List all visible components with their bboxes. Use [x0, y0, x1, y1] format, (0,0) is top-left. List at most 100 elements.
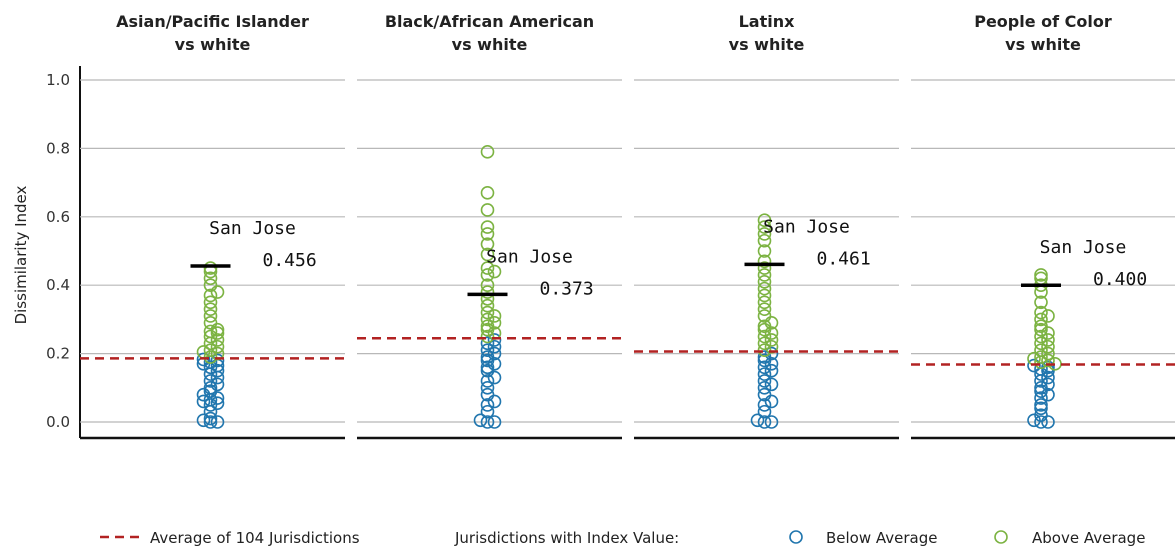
- data-point: [757, 213, 772, 228]
- data-point: [757, 374, 772, 388]
- panel-title-line2: vs white: [452, 35, 528, 54]
- highlight-name-label: San Jose: [486, 246, 573, 267]
- highlight-name-label: San Jose: [1040, 237, 1127, 258]
- data-point: [487, 339, 502, 354]
- data-point: [203, 380, 218, 395]
- data-point: [210, 322, 225, 337]
- legend-below-swatch: [789, 530, 803, 544]
- data-point: [757, 302, 772, 316]
- data-point: [203, 324, 218, 339]
- data-point: [203, 374, 218, 388]
- data-point: [196, 394, 211, 409]
- data-point: [1041, 339, 1055, 354]
- panel-2: Black/African American vs white San Jose 0.…: [357, 12, 622, 440]
- data-point: [203, 360, 218, 375]
- panel-4: People of Color vs white San Jose 0.400: [911, 12, 1175, 440]
- data-point: [487, 370, 502, 385]
- data-point: [1034, 268, 1048, 282]
- data-point: [757, 281, 772, 296]
- highlight-name-label: San Jose: [763, 216, 850, 237]
- data-point: [196, 387, 211, 402]
- legend-above-swatch: [994, 530, 1008, 544]
- data-point: [203, 288, 218, 303]
- data-point: [757, 398, 772, 412]
- data-point: [487, 333, 502, 347]
- legend-above-label: Above Average: [1032, 529, 1145, 547]
- data-point: [203, 415, 218, 429]
- data-point: [757, 288, 772, 303]
- data-point: [480, 220, 495, 234]
- data-point: [757, 274, 772, 289]
- data-point: [757, 227, 772, 241]
- data-point: [210, 285, 225, 299]
- data-point: [480, 298, 495, 313]
- data-point: [210, 353, 225, 368]
- data-point: [757, 309, 772, 323]
- data-point: [487, 415, 502, 429]
- data-point: [203, 309, 218, 323]
- data-point: [480, 387, 495, 402]
- data-point: [764, 377, 779, 392]
- y-tick-label: 0.2: [46, 345, 70, 363]
- data-point: [1034, 319, 1048, 334]
- data-point: [1041, 326, 1055, 340]
- data-point: [1041, 309, 1055, 323]
- data-point: [487, 316, 502, 330]
- data-point: [757, 343, 772, 357]
- data-point: [203, 411, 218, 426]
- data-point: [210, 339, 225, 354]
- data-point: [480, 285, 495, 299]
- data-point: [487, 394, 502, 409]
- data-point: [480, 237, 495, 251]
- data-point: [757, 322, 772, 337]
- data-point: [480, 336, 495, 351]
- data-point: [757, 367, 772, 381]
- data-point: [1034, 408, 1048, 422]
- y-tick-label: 1.0: [46, 71, 70, 89]
- data-point: [757, 415, 772, 429]
- legend: Average of 104 Jurisdictions Jurisdictio…: [100, 529, 1145, 547]
- data-point: [1041, 377, 1055, 392]
- data-point: [480, 145, 495, 159]
- data-point: [203, 295, 218, 310]
- data-point: [764, 316, 779, 330]
- data-point: [757, 244, 772, 258]
- data-point: [210, 363, 225, 378]
- y-tick-label: 0.6: [46, 208, 70, 226]
- panel-title-line1: Asian/Pacific Islander: [116, 12, 309, 31]
- data-point: [757, 353, 772, 368]
- data-point: [210, 333, 225, 347]
- data-point: [480, 398, 495, 412]
- data-point: [1041, 346, 1055, 361]
- data-point: [1034, 398, 1048, 412]
- data-point: [757, 233, 772, 248]
- data-point: [757, 380, 772, 395]
- data-point: [480, 312, 495, 327]
- highlight-value-label: 0.373: [540, 278, 594, 299]
- highlight-value-label: 0.456: [263, 250, 317, 271]
- data-point: [757, 387, 772, 402]
- data-point: [203, 271, 218, 286]
- legend-below-label: Below Average: [826, 529, 938, 547]
- data-point: [757, 220, 772, 234]
- data-point: [203, 278, 218, 293]
- data-point: [480, 268, 495, 282]
- data-point: [203, 261, 218, 275]
- data-point: [1041, 370, 1055, 385]
- data-point: [203, 343, 218, 357]
- data-point: [1034, 384, 1048, 399]
- data-point: [203, 398, 218, 412]
- data-point: [757, 350, 772, 364]
- data-point: [196, 352, 211, 367]
- data-point: [1034, 305, 1048, 320]
- panel-title-line1: Black/African American: [385, 12, 594, 31]
- data-point: [487, 346, 502, 361]
- y-tick-label: 0.4: [46, 276, 70, 294]
- data-point: [203, 302, 218, 316]
- data-point: [473, 413, 488, 428]
- data-point: [487, 264, 502, 279]
- data-point: [196, 413, 211, 428]
- panel-1: Asian/Pacific Islander vs white San Jose 0.…: [80, 12, 345, 440]
- data-point: [487, 309, 502, 323]
